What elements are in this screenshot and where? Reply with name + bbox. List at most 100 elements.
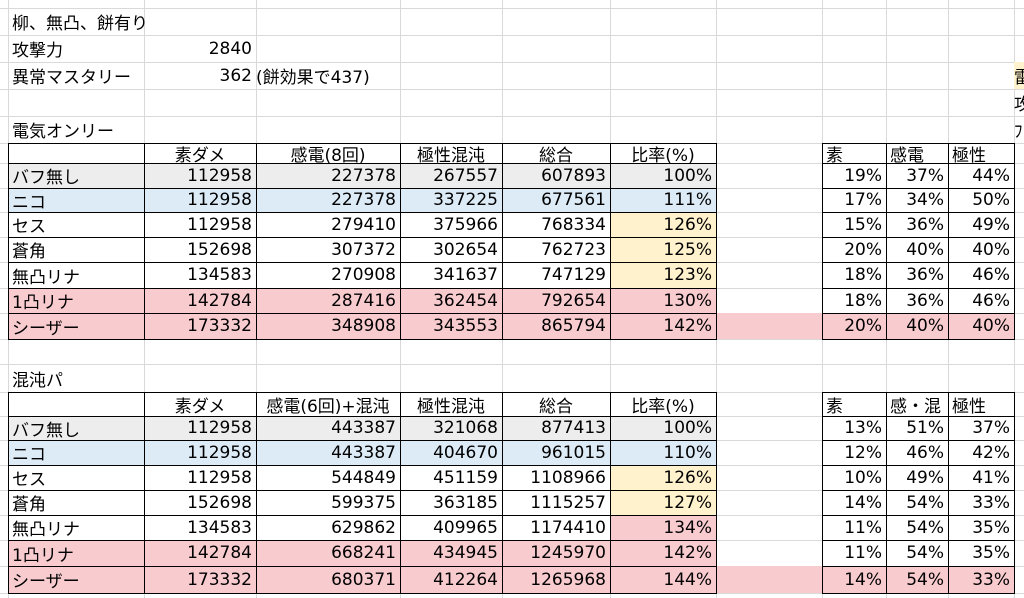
value-cell[interactable]: 112958 — [187, 165, 252, 186]
share-cell[interactable]: 49% — [906, 467, 944, 488]
share-cell[interactable]: 35% — [972, 517, 1010, 538]
value-cell[interactable]: 112958 — [187, 190, 252, 210]
column-header[interactable]: 比率(%) — [631, 396, 695, 417]
row-label[interactable]: バフ無し — [12, 420, 80, 441]
share-cell[interactable]: 15% — [844, 214, 882, 235]
share-cell[interactable]: 44% — [972, 165, 1010, 186]
share-cell[interactable]: 51% — [906, 418, 944, 438]
share-cell[interactable]: 37% — [906, 165, 944, 186]
ratio-cell[interactable]: 144% — [663, 569, 712, 590]
share-cell[interactable]: 12% — [844, 442, 882, 463]
share-cell[interactable]: 11% — [844, 543, 882, 563]
ratio-column-header[interactable]: 極性 — [952, 145, 986, 166]
value-cell[interactable]: 321068 — [433, 418, 498, 438]
column-header[interactable]: 感電(6回)+混沌 — [266, 396, 390, 417]
value-cell[interactable]: 768334 — [541, 214, 606, 235]
share-cell[interactable]: 46% — [972, 265, 1010, 285]
sheet-title-cell[interactable]: 柳、無凸、餅有り — [12, 14, 148, 34]
value-cell[interactable]: 348908 — [331, 316, 396, 336]
share-cell[interactable]: 14% — [844, 492, 882, 513]
value-cell[interactable]: 142784 — [187, 290, 252, 311]
value-cell[interactable]: 227378 — [331, 190, 396, 210]
value-cell[interactable]: 112958 — [187, 467, 252, 488]
ratio-cell[interactable]: 142% — [663, 316, 712, 336]
column-header[interactable]: 素ダメ — [174, 145, 226, 166]
column-header[interactable]: 極性混沌 — [417, 145, 485, 166]
value-cell[interactable]: 544849 — [331, 467, 396, 488]
value-cell[interactable]: 302654 — [433, 239, 498, 260]
share-cell[interactable]: 19% — [844, 165, 882, 186]
ratio-cell[interactable]: 123% — [663, 265, 712, 285]
value-cell[interactable]: 343553 — [433, 316, 498, 336]
value-cell[interactable]: 629862 — [331, 517, 396, 538]
column-header[interactable]: 極性混沌 — [417, 396, 485, 417]
row-label[interactable]: セス — [12, 470, 46, 490]
value-cell[interactable]: 865794 — [541, 316, 606, 336]
share-cell[interactable]: 11% — [844, 517, 882, 538]
value-cell[interactable]: 792654 — [541, 290, 606, 311]
ratio-cell[interactable]: 126% — [663, 467, 712, 488]
value-cell[interactable]: 668241 — [331, 543, 396, 563]
ratio-cell[interactable]: 130% — [663, 290, 712, 311]
edge-cell-r5[interactable]: 攻 — [1014, 95, 1024, 115]
mastery-note-cell[interactable]: (餅効果で437) — [256, 68, 370, 88]
share-cell[interactable]: 13% — [844, 418, 882, 438]
ratio-cell[interactable]: 127% — [663, 492, 712, 513]
share-cell[interactable]: 17% — [844, 190, 882, 210]
value-cell[interactable]: 1245970 — [530, 543, 606, 563]
row-label[interactable]: 1凸リナ — [12, 293, 74, 313]
value-cell[interactable]: 747129 — [541, 265, 606, 285]
value-cell[interactable]: 762723 — [541, 239, 606, 260]
row-label[interactable]: ニコ — [12, 445, 46, 465]
value-cell[interactable]: 607893 — [541, 165, 606, 186]
row-label[interactable]: シーザー — [12, 318, 80, 339]
value-cell[interactable]: 451159 — [433, 467, 498, 488]
share-cell[interactable]: 40% — [972, 316, 1010, 336]
share-cell[interactable]: 36% — [906, 214, 944, 235]
value-cell[interactable]: 599375 — [331, 492, 396, 513]
share-cell[interactable]: 20% — [844, 316, 882, 336]
value-cell[interactable]: 152698 — [187, 492, 252, 513]
value-cell[interactable]: 1174410 — [530, 517, 606, 538]
ratio-column-header[interactable]: 素 — [826, 145, 843, 166]
value-cell[interactable]: 227378 — [331, 165, 396, 186]
ratio-column-header[interactable]: 感・混 — [890, 396, 941, 417]
row-label[interactable]: 蒼角 — [12, 242, 46, 262]
value-cell[interactable]: 112958 — [187, 214, 252, 235]
share-cell[interactable]: 10% — [844, 467, 882, 488]
value-cell[interactable]: 173332 — [187, 569, 252, 590]
value-cell[interactable]: 287416 — [331, 290, 396, 311]
row-label[interactable]: セス — [12, 217, 46, 237]
value-cell[interactable]: 443387 — [331, 418, 396, 438]
share-cell[interactable]: 33% — [972, 569, 1010, 590]
value-cell[interactable]: 404670 — [433, 442, 498, 463]
edge-cell-r6[interactable]: ﾌ — [1014, 122, 1023, 142]
section-title[interactable]: 電気オンリー — [12, 122, 114, 142]
value-cell[interactable]: 409965 — [433, 517, 498, 538]
share-cell[interactable]: 50% — [972, 190, 1010, 210]
value-cell[interactable]: 341637 — [433, 265, 498, 285]
value-cell[interactable]: 961015 — [541, 442, 606, 463]
ratio-column-header[interactable]: 極性 — [952, 396, 986, 417]
column-header[interactable]: 感電(8回) — [290, 145, 366, 166]
value-cell[interactable]: 279410 — [331, 214, 396, 235]
share-cell[interactable]: 54% — [906, 492, 944, 513]
share-cell[interactable]: 41% — [972, 467, 1010, 488]
value-cell[interactable]: 1265968 — [530, 569, 606, 590]
row-label[interactable]: 無凸リナ — [12, 520, 80, 540]
value-cell[interactable]: 375966 — [433, 214, 498, 235]
value-cell[interactable]: 112958 — [187, 418, 252, 438]
value-cell[interactable]: 142784 — [187, 543, 252, 563]
value-cell[interactable]: 267557 — [433, 165, 498, 186]
share-cell[interactable]: 49% — [972, 214, 1010, 235]
value-cell[interactable]: 337225 — [433, 190, 498, 210]
ratio-cell[interactable]: 125% — [663, 239, 712, 260]
column-header[interactable]: 素ダメ — [174, 396, 226, 417]
ratio-cell[interactable]: 100% — [663, 165, 712, 186]
section-title[interactable]: 混沌パ — [12, 370, 63, 391]
row-label[interactable]: 無凸リナ — [12, 267, 80, 288]
ratio-cell[interactable]: 134% — [663, 517, 712, 538]
row-label[interactable]: シーザー — [12, 572, 80, 592]
value-cell[interactable]: 363185 — [433, 492, 498, 513]
